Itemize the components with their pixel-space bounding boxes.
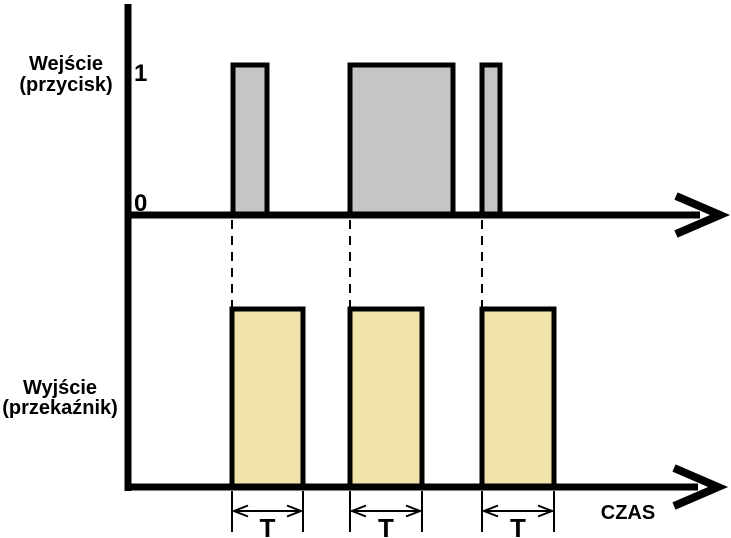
dimension-arrowhead-right-icon [405, 504, 423, 518]
output-signal-label-line1: Wyjście [23, 377, 97, 399]
time-axis-label: CZAS [601, 502, 655, 524]
input-pulse [347, 62, 456, 218]
dimension-arrowhead-right-icon [286, 504, 304, 518]
output-pulse [347, 306, 425, 490]
dimension-arrowhead-left-icon [231, 504, 249, 518]
input-level-low-label: 0 [134, 190, 147, 217]
dimension-arrowhead-right-icon [537, 504, 555, 518]
period-label: T [510, 513, 526, 538]
output-pulse-group [229, 306, 557, 490]
period-label: T [260, 513, 276, 538]
input-time-axis-arrow-icon [674, 192, 731, 238]
period-label: T [378, 513, 394, 538]
input-signal-label-line1: Wejście [29, 53, 103, 75]
output-signal-label-line2: (przekaźnik) [2, 397, 118, 419]
dashed-guide-group [231, 220, 483, 307]
input-pulse-group [230, 62, 503, 218]
dimension-arrowhead-left-icon [349, 504, 367, 518]
output-time-axis-arrow-icon [672, 464, 729, 510]
output-pulse [229, 306, 306, 490]
input-level-high-label: 1 [134, 60, 147, 87]
input-pulse [230, 62, 270, 218]
dimension-arrowhead-left-icon [481, 504, 499, 518]
output-pulse [479, 306, 557, 490]
input-signal-label-line2: (przycisk) [19, 74, 112, 96]
input-pulse [479, 62, 503, 218]
